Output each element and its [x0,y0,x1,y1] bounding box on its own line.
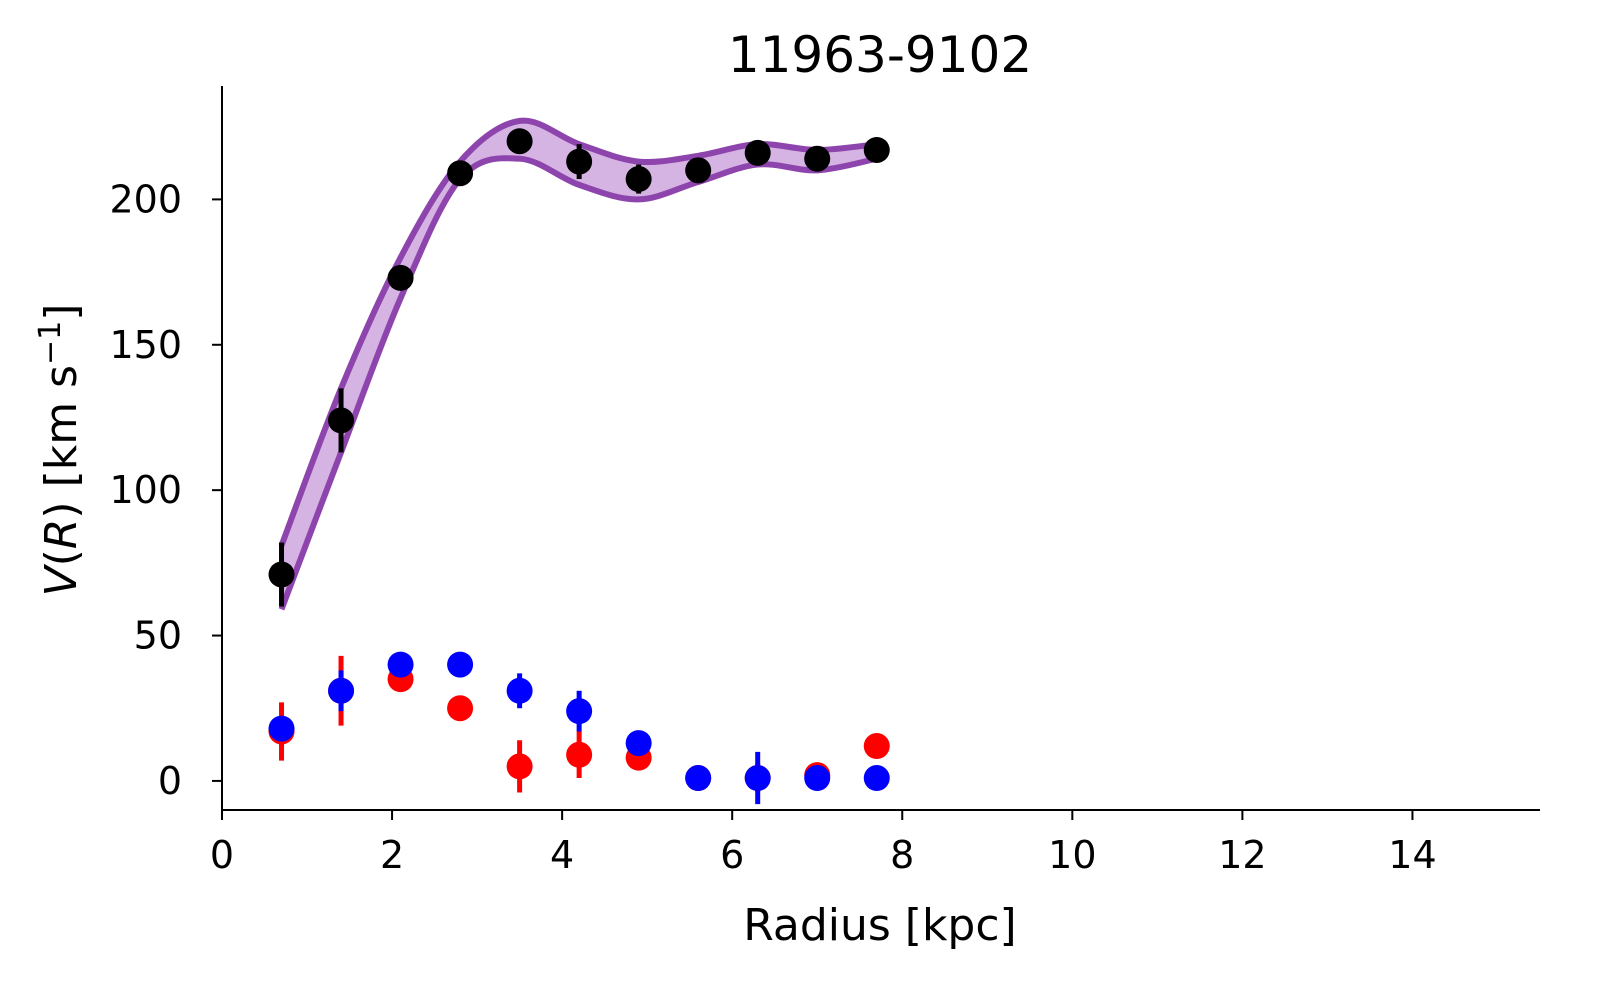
blue-data-point [804,765,831,792]
y-ticks: 0 50 100 150 200 [109,177,222,803]
blue-data-point [447,651,474,678]
blue-data-point [506,677,533,704]
blue-data-point [685,765,712,792]
x-tick-label: 8 [890,833,914,877]
y-tick-label: 0 [158,759,182,803]
y-tick-label: 100 [109,468,182,512]
black-data-point [447,160,474,187]
y-tick-label: 150 [109,323,182,367]
black-data-point [863,136,890,163]
black-data-point [685,157,712,184]
blue-data-point [387,651,414,678]
model-band-lower [278,155,878,611]
red-data-point [863,733,890,760]
y-tick-label: 50 [134,614,182,658]
red-data-point [506,753,533,780]
blue-data-point [268,715,295,742]
black-data-point [387,264,414,291]
black-data-point [566,148,593,175]
blue-data-point [328,677,355,704]
x-tick-label: 6 [720,833,744,877]
black-data-point [804,145,831,172]
y-axis-label: V(R) [km s−1] [33,304,87,597]
x-tick-label: 12 [1218,833,1266,877]
x-tick-label: 0 [210,833,234,877]
blue-data-point [863,765,890,792]
x-ticks: 0 2 4 6 8 10 12 14 [210,810,1437,877]
model-band [278,117,878,611]
data-points [268,128,890,792]
blue-data-point [625,730,652,757]
black-data-point [268,561,295,588]
red-data-point [566,741,593,768]
chart-title: 11963-9102 [728,26,1032,84]
black-data-point [328,407,355,434]
black-data-point [506,128,533,155]
x-tick-label: 4 [550,833,574,877]
x-axis-label: Radius [kpc] [743,900,1016,951]
x-tick-label: 14 [1388,833,1436,877]
red-data-point [447,695,474,722]
black-data-point [625,166,652,193]
blue-data-point [744,765,771,792]
blue-data-point [566,698,593,725]
black-data-point [744,139,771,166]
x-tick-label: 2 [380,833,404,877]
x-tick-label: 10 [1048,833,1096,877]
y-tick-label: 200 [109,177,182,221]
